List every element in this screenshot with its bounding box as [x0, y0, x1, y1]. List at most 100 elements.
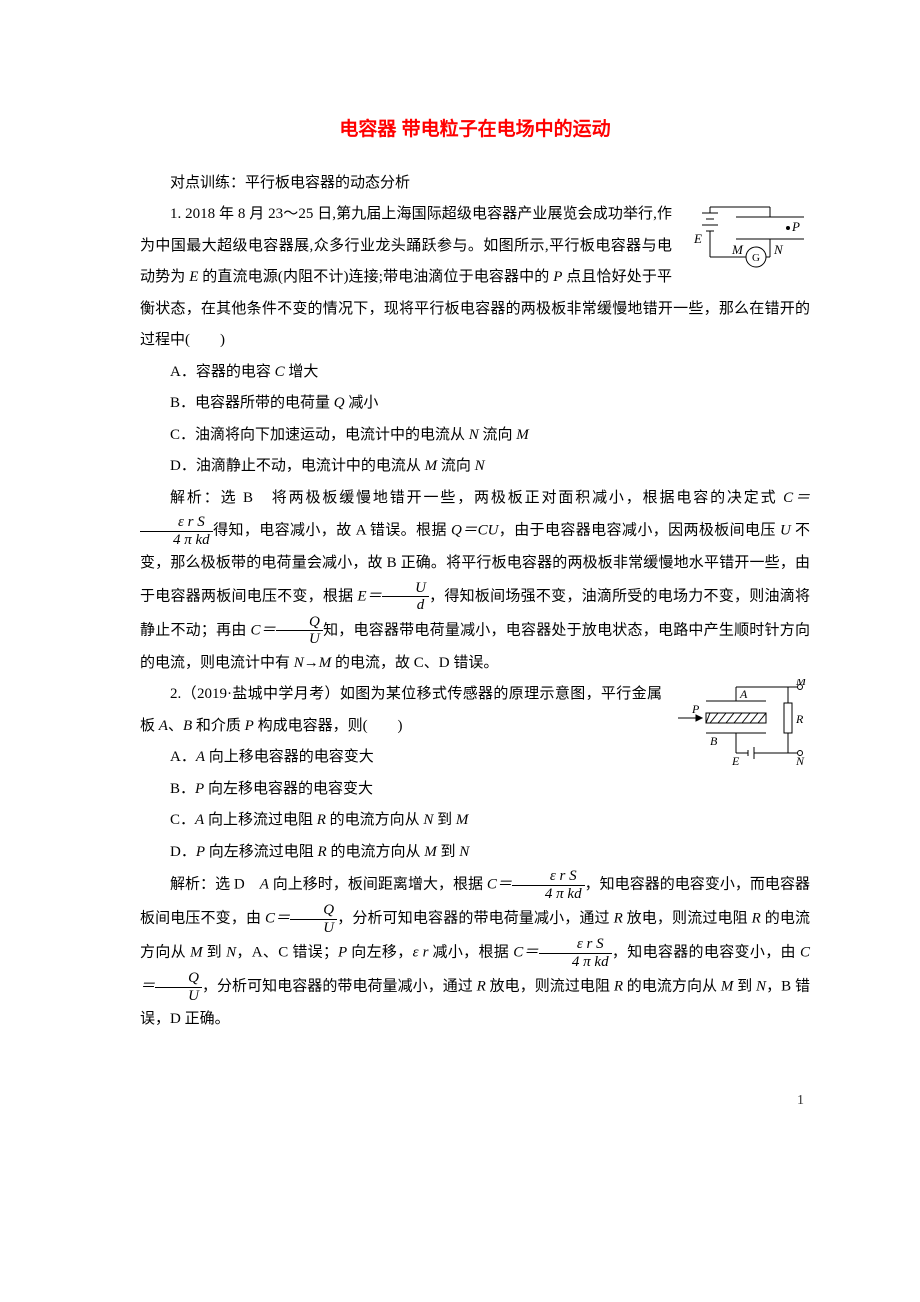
text: A． — [170, 749, 196, 765]
text: 流向 — [437, 458, 475, 474]
text: 的电流方向从 — [327, 844, 425, 860]
text: 放电，则流过电阻 — [486, 979, 614, 995]
eq: C＝ — [265, 911, 290, 927]
denominator: 4 π kd — [512, 886, 585, 903]
var-R: R — [317, 812, 326, 828]
var-M: M — [425, 458, 438, 474]
fraction: QU — [155, 970, 202, 1004]
var-A: A — [159, 718, 168, 734]
fig2-label-P: P — [691, 702, 700, 716]
text: ，分析可知电容器的带电荷量减小，通过 — [202, 979, 477, 995]
fraction: QU — [290, 902, 337, 936]
eq: C＝ — [487, 877, 512, 893]
text: 得知，电容减小，故 A 错误。根据 — [213, 523, 451, 539]
var-P: P — [196, 844, 205, 860]
text: 放电，则流过电阻 — [623, 911, 752, 927]
fig1-label-E: E — [693, 231, 702, 246]
var-R: R — [614, 911, 623, 927]
var-R: R — [318, 844, 327, 860]
var-M: M — [516, 427, 529, 443]
text: 向左移， — [347, 945, 412, 961]
fig1-label-N: N — [773, 242, 784, 257]
var-N: N — [756, 979, 766, 995]
var-A: A — [195, 812, 204, 828]
text: 到 — [437, 844, 460, 860]
eq: E＝ — [357, 588, 382, 604]
text: 增大 — [285, 364, 319, 380]
text: 到 — [733, 979, 756, 995]
var-R: R — [752, 911, 761, 927]
fig2-label-B: B — [710, 734, 718, 748]
numerator: ε r S — [140, 514, 213, 532]
var-eps: ε r — [413, 945, 429, 961]
fig1-label-M: M — [731, 242, 744, 257]
var-N: N — [459, 844, 469, 860]
text: ，分析可知电容器的带电荷量减小，通过 — [337, 911, 613, 927]
text: 解析：选 D — [170, 877, 260, 893]
var-C: C — [275, 364, 285, 380]
denominator: d — [382, 597, 429, 614]
fraction: ε r S4 π kd — [140, 514, 213, 548]
denominator: 4 π kd — [140, 532, 213, 549]
text: 的电流方向从 — [326, 812, 424, 828]
eq: C＝ — [513, 945, 539, 961]
var-U: U — [780, 523, 791, 539]
text: 向上移电容器的电容变大 — [205, 749, 374, 765]
q1-option-C: C．油滴将向下加速运动，电流计中的电流从 N 流向 M — [140, 420, 810, 452]
text: 、 — [168, 718, 183, 734]
text: ，A、C 错误； — [236, 945, 338, 961]
var-R: R — [614, 979, 623, 995]
var-P: P — [195, 781, 204, 797]
var-M: M — [424, 844, 437, 860]
denominator: U — [155, 988, 202, 1005]
fraction: Ud — [382, 580, 429, 614]
var-M: M — [721, 979, 734, 995]
text: A．容器的电容 — [170, 364, 275, 380]
text: 流向 — [479, 427, 517, 443]
text: ，知电容器的电容变小，由 — [612, 945, 800, 961]
text: 的电流，故 C、D 错误。 — [331, 655, 498, 671]
text: 向左移电容器的电容变大 — [204, 781, 373, 797]
denominator: 4 π kd — [539, 954, 612, 971]
var-P: P — [338, 945, 347, 961]
fraction: ε r S4 π kd — [512, 868, 585, 902]
var-P: P — [245, 718, 254, 734]
var-R: R — [477, 979, 486, 995]
var-A: A — [260, 877, 269, 893]
text: D．油滴静止不动，电流计中的电流从 — [170, 458, 425, 474]
page-number: 1 — [140, 1086, 810, 1115]
q2-option-C: C．A 向上移流过电阻 R 的电流方向从 N 到 M — [140, 805, 810, 837]
text: 的电流方向从 — [623, 979, 721, 995]
text: 向左移流过电阻 — [205, 844, 318, 860]
fig2-label-E: E — [731, 754, 740, 767]
text: D． — [170, 844, 196, 860]
fig1-label-P: P — [791, 219, 800, 234]
eq: Q＝CU — [451, 523, 498, 539]
var-NM: N→M — [294, 655, 332, 671]
numerator: U — [382, 580, 429, 598]
text: 减小 — [345, 395, 379, 411]
var-Q: Q — [334, 395, 345, 411]
var-M: M — [190, 945, 203, 961]
text: 到 — [433, 812, 456, 828]
section-heading: 对点训练：平行板电容器的动态分析 — [140, 168, 810, 200]
q1-option-B: B．电容器所带的电荷量 Q 减小 — [140, 388, 810, 420]
var-N: N — [469, 427, 479, 443]
text: C． — [170, 812, 195, 828]
q2-option-D: D．P 向左移流过电阻 R 的电流方向从 M 到 N — [140, 837, 810, 869]
eq: C＝ — [783, 490, 810, 506]
text: B．电容器所带的电荷量 — [170, 395, 334, 411]
numerator: ε r S — [539, 936, 612, 954]
fig2-label-A: A — [739, 687, 748, 701]
denominator: U — [276, 631, 323, 648]
q1-solution: 解析：选 B 将两极板缓慢地错开一些，两极板正对面积减小，根据电容的决定式 C＝… — [140, 483, 810, 680]
fraction: QU — [276, 614, 323, 648]
fig2-label-N: N — [795, 754, 805, 767]
numerator: Q — [155, 970, 202, 988]
var-N: N — [423, 812, 433, 828]
q2-option-B: B．P 向左移电容器的电容变大 — [140, 774, 810, 806]
q1-option-D: D．油滴静止不动，电流计中的电流从 M 流向 N — [140, 451, 810, 483]
var-N: N — [226, 945, 236, 961]
var-A: A — [196, 749, 205, 765]
var-B: B — [183, 718, 192, 734]
